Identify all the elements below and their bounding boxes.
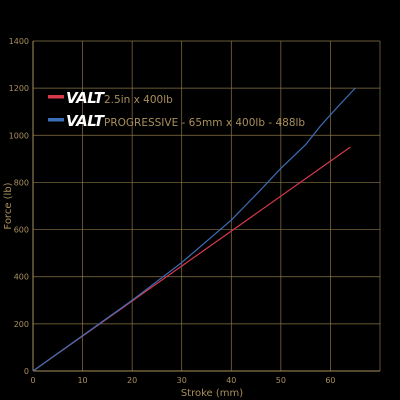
x-tick-label-10: 10 xyxy=(77,376,87,385)
y-tick-label-400: 400 xyxy=(14,273,29,282)
y-tick-label-0: 0 xyxy=(24,367,29,376)
series-line-1 xyxy=(32,87,356,372)
legend-brand-0: VALT xyxy=(66,89,106,107)
legend-label-1: PROGRESSIVE - 65mm x 400lb - 488lb xyxy=(104,117,305,129)
y-tick-label-1200: 1200 xyxy=(9,84,29,93)
x-tick-label-0: 0 xyxy=(30,376,35,385)
legend-label-0: 2.5in x 400lb xyxy=(104,94,173,106)
y-axis-title: Force (lb) xyxy=(3,182,14,229)
y-tick-label-1400: 1400 xyxy=(9,37,29,46)
y-tick-label-600: 600 xyxy=(14,226,29,235)
y-tick-label-1000: 1000 xyxy=(9,131,29,140)
y-tick-label-200: 200 xyxy=(14,320,29,329)
legend-swatch-0 xyxy=(48,95,64,99)
series-layer xyxy=(32,87,356,372)
axis-layer: 0 200 400 600 800 1000 1200 1400 0 10 20 30 40 50 60 xyxy=(9,37,380,385)
x-tick-label-30: 30 xyxy=(177,376,187,385)
grid-layer xyxy=(33,40,381,371)
y-tick-label-800: 800 xyxy=(14,178,29,187)
legend-swatch-1 xyxy=(48,118,64,122)
x-tick-label-50: 50 xyxy=(276,376,286,385)
x-tick-label-60: 60 xyxy=(325,376,335,385)
x-tick-label-20: 20 xyxy=(127,376,137,385)
legend-brand-1: VALT xyxy=(66,112,106,130)
x-axis-title: Stroke (mm) xyxy=(181,388,243,399)
x-tick-label-40: 40 xyxy=(226,376,236,385)
